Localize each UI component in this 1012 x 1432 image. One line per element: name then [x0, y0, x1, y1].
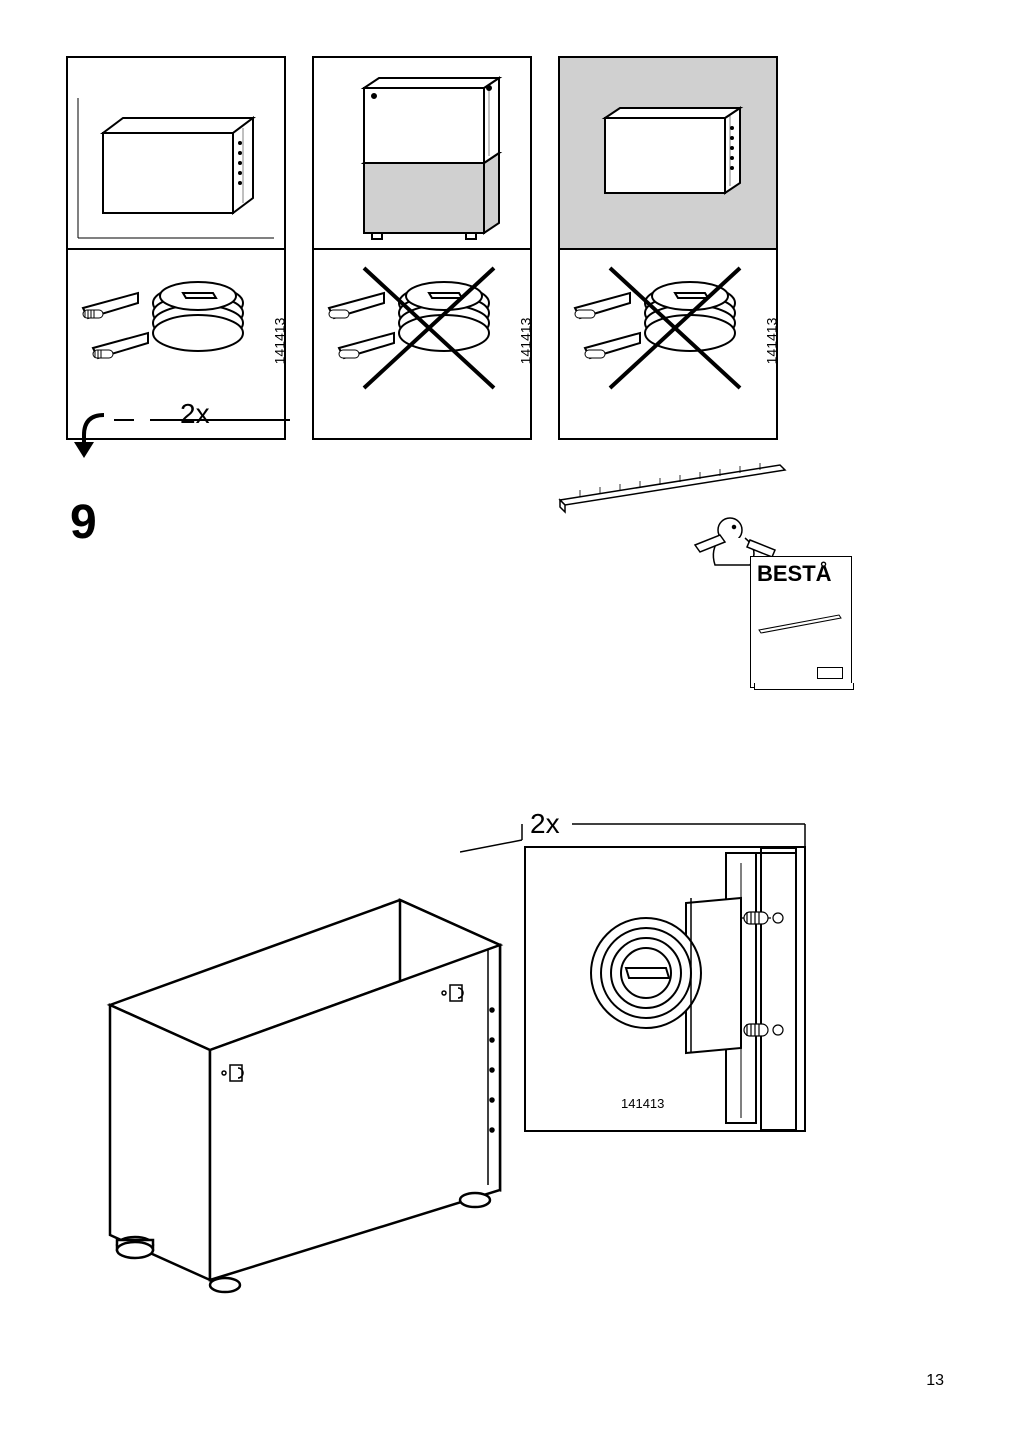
- main-assembly-drawing: [80, 830, 960, 1330]
- ikea-logo-placeholder: [817, 667, 843, 679]
- option-panel-3: 141413: [558, 56, 778, 440]
- quantity-label-top: 2x: [180, 398, 210, 430]
- manual-booklet: BESTÅ: [750, 556, 852, 688]
- part-number-label-3: 141413: [763, 318, 779, 365]
- quantity-label-detail: 2x: [530, 808, 560, 840]
- page-number: 13: [926, 1372, 944, 1390]
- option-panel-2: 141413: [312, 56, 532, 440]
- part-number-label-1: 141413: [271, 318, 287, 365]
- floor-cabinet-drawing: [68, 58, 284, 248]
- foot-part-not-used-stacked: 141413: [314, 248, 530, 438]
- callout-leader: [460, 812, 820, 872]
- leveling-foot-crossed-2: [560, 248, 776, 438]
- foot-part-not-used-wall: 141413: [560, 248, 776, 438]
- product-name-label: BESTÅ: [757, 561, 832, 587]
- leveling-foot-crossed-1: [314, 248, 530, 438]
- scenario-stacked: [314, 58, 530, 250]
- booklet-page-edge: [754, 683, 854, 690]
- scenario-wall-mounted: [560, 58, 776, 250]
- stacked-cabinet-drawing: [314, 58, 530, 248]
- scenario-floor-standing: [68, 58, 284, 250]
- step-number: 9: [70, 495, 97, 550]
- part-number-detail: 141413: [621, 1096, 664, 1111]
- foot-installed-detail: [526, 848, 804, 1130]
- arrow-down-icon: [74, 410, 134, 470]
- part-number-label-2: 141413: [517, 318, 533, 365]
- wall-cabinet-drawing: [560, 58, 776, 248]
- option-panel-1: 141413: [66, 56, 286, 440]
- connector-line-1: [150, 418, 290, 422]
- instruction-page: 141413 2x: [0, 0, 1012, 1432]
- detail-callout: 141413: [524, 846, 806, 1132]
- booklet-rail-drawing: [751, 595, 851, 655]
